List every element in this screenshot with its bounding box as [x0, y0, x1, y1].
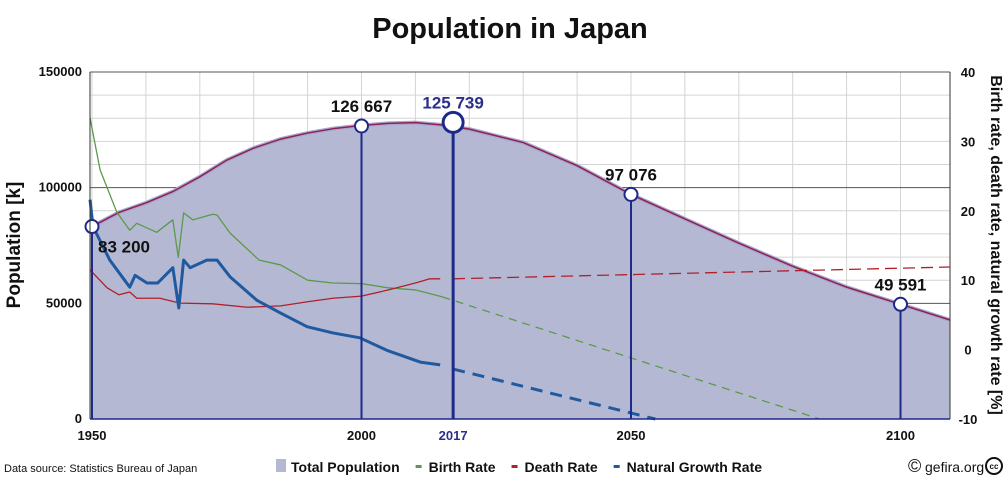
- legend-label-total-population: Total Population: [291, 459, 400, 475]
- annotation-markers: 83 200 126 667 125 739 97 076 49 591: [84, 93, 927, 419]
- population-area-fill: [90, 122, 950, 420]
- legend-swatch-natural-growth-rate: [613, 465, 620, 468]
- y2-tick-label: 10: [961, 273, 975, 288]
- y-axis-label: Population [k]: [4, 182, 25, 309]
- population-line: [89, 121, 951, 321]
- x-tick-label: 2050: [617, 428, 646, 443]
- credit[interactable]: gefira.org: [925, 459, 984, 475]
- x-tick-label-highlight: 2017: [439, 428, 468, 443]
- legend-label-death-rate: Death Rate: [525, 459, 598, 475]
- y2-tick-label: 20: [961, 204, 975, 219]
- annotation-label: 97 076: [605, 165, 657, 184]
- legend-swatch-death-rate: [511, 465, 518, 468]
- annotation-marker: [893, 296, 908, 312]
- y2-tick-label: 30: [961, 134, 975, 149]
- legend-swatch-total-population: [276, 459, 286, 472]
- legend-swatch-birth-rate: [415, 465, 422, 468]
- y-tick-label: 50000: [46, 295, 82, 310]
- death-rate-line: [89, 269, 441, 308]
- annotation-marker: [354, 118, 369, 134]
- y2-tick-label: 0: [964, 343, 971, 358]
- annotation-label: 126 667: [331, 97, 392, 116]
- population-area: [89, 120, 951, 420]
- annotation-label: 83 200: [98, 238, 150, 257]
- natural-growth-rate-projection: [452, 367, 656, 421]
- copyright-icon: ©: [908, 456, 921, 476]
- y2-tick-label: 40: [961, 65, 975, 80]
- annotation-marker: [623, 186, 639, 202]
- annotation-label: 49 591: [875, 275, 927, 294]
- data-source: Data source: Statistics Bureau of Japan: [4, 463, 197, 475]
- axes: 1950 2000 2050 2100 2017 0 50000 100000 150000 -1…: [39, 64, 978, 443]
- y2-tick-label: -10: [959, 412, 978, 427]
- x-tick-label: 2000: [347, 428, 376, 443]
- chart-title: Population in Japan: [372, 13, 648, 45]
- x-tick-label: 2100: [886, 428, 915, 443]
- annotation-marker: [84, 219, 100, 235]
- natural-growth-rate-line: [88, 199, 441, 367]
- annotation-marker: [441, 110, 465, 134]
- y-tick-label: 150000: [39, 64, 82, 79]
- legend-label-birth-rate: Birth Rate: [429, 459, 496, 475]
- y2-axis-label: Birth rate, death rate, natural growth r…: [987, 75, 1004, 415]
- y-tick-label: 0: [75, 411, 82, 426]
- y-tick-label: 100000: [39, 180, 82, 195]
- death-rate-projection: [453, 266, 951, 280]
- cc-license-text: cc: [990, 462, 999, 471]
- x-tick-label: 1950: [78, 428, 107, 443]
- cc-license-icon: [985, 457, 1003, 475]
- legend: Total Population Birth Rate Death Rate Natu…: [276, 459, 762, 475]
- annotation-label: 125 739: [422, 93, 483, 112]
- legend-label-natural-growth-rate: Natural Growth Rate: [627, 459, 763, 475]
- birth-rate-line: [89, 117, 443, 298]
